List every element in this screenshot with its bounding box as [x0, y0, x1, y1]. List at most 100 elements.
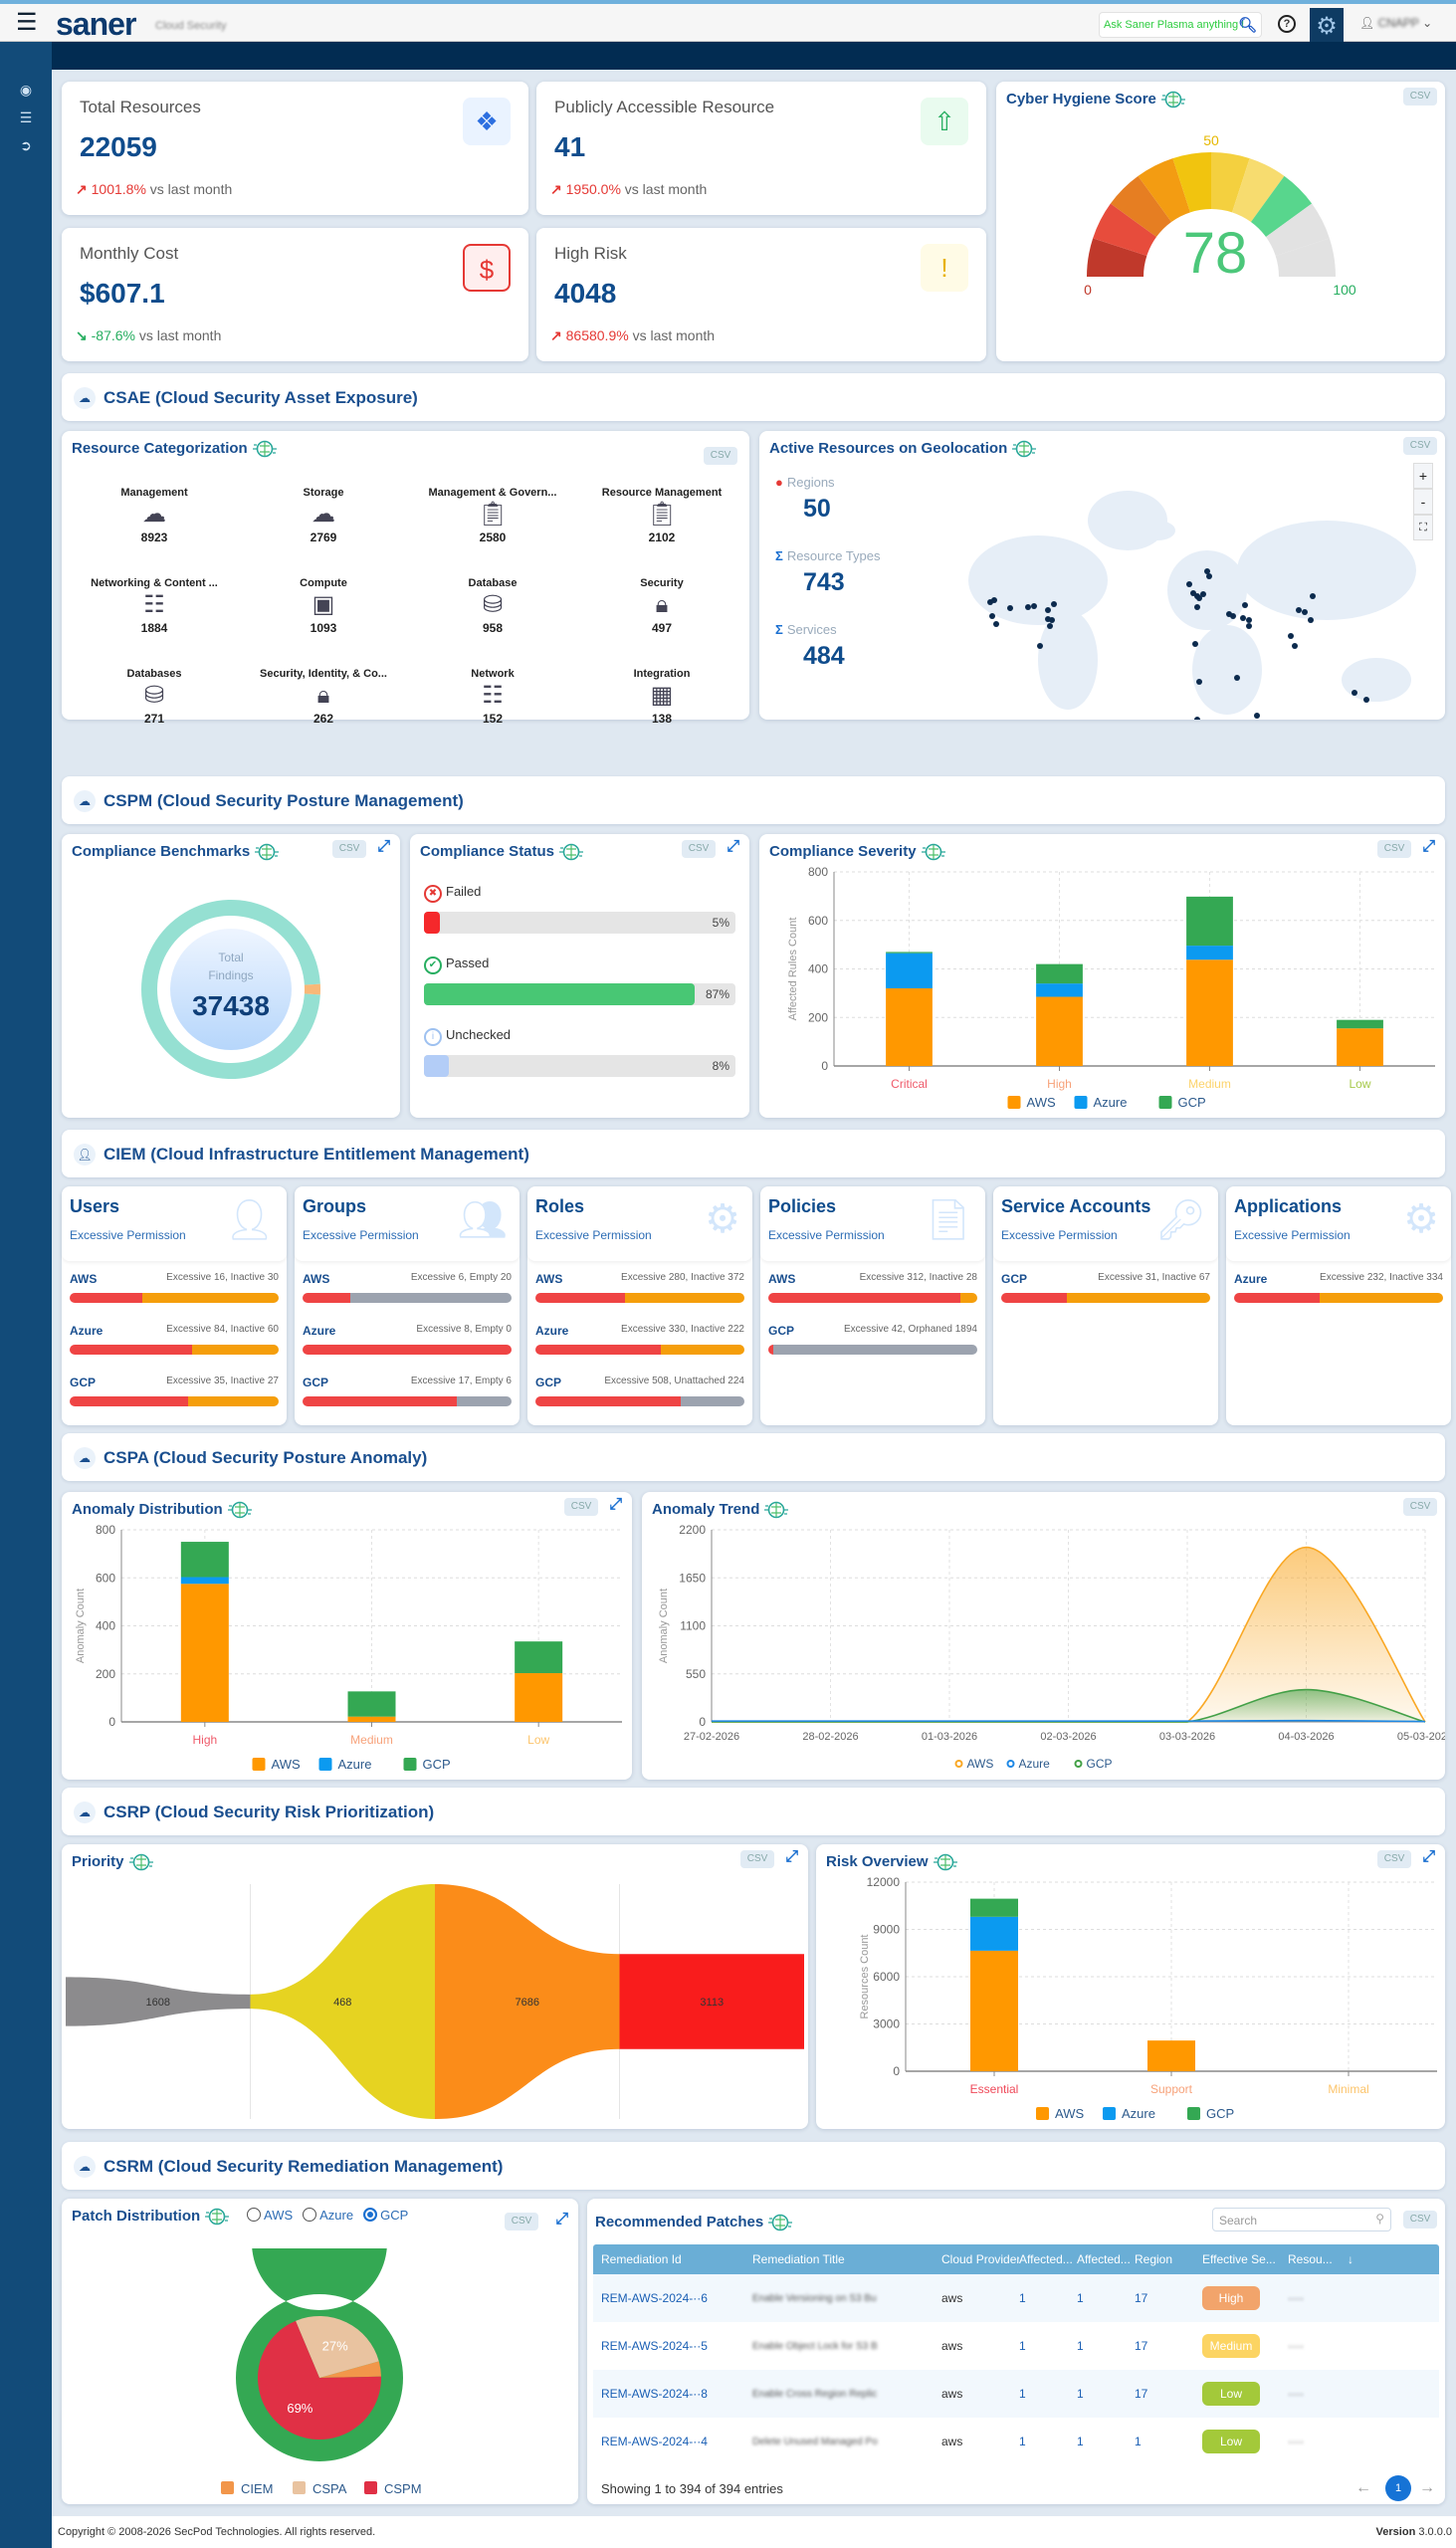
gear-icon[interactable]: ⚙: [1310, 8, 1344, 46]
csv-button[interactable]: CSV: [564, 1498, 598, 1516]
bar-gcp-low[interactable]: [1337, 1019, 1383, 1029]
csv-button[interactable]: CSV: [1377, 1850, 1411, 1868]
bar-aws-medium[interactable]: [1186, 959, 1233, 1066]
pie-slice-cspm[interactable]: [258, 2320, 381, 2440]
csv-button[interactable]: CSV: [740, 1850, 774, 1868]
bar-aws-medium[interactable]: [347, 1716, 396, 1722]
bar-azure-medium[interactable]: [1186, 946, 1233, 960]
funnel-segment[interactable]: [435, 1884, 620, 2119]
legend-marker[interactable]: [1074, 1760, 1083, 1768]
resource-category[interactable]: Database ⛁ 958: [408, 577, 577, 635]
csv-button[interactable]: CSV: [1403, 437, 1437, 455]
world-map[interactable]: [929, 471, 1416, 720]
region-dot[interactable]: [1234, 675, 1240, 681]
bar-aws-low[interactable]: [1337, 1028, 1383, 1066]
region-dot[interactable]: [989, 613, 995, 619]
legend-label[interactable]: AWS: [272, 1757, 301, 1772]
column-header[interactable]: Cloud Provider: [941, 2252, 1019, 2266]
column-header[interactable]: Remediation Id: [601, 2252, 682, 2266]
bar-gcp-critical[interactable]: [886, 952, 933, 954]
csv-button[interactable]: CSV: [1403, 88, 1437, 106]
expand-icon[interactable]: ⤢: [609, 1496, 622, 1513]
region-dot[interactable]: [1194, 717, 1200, 720]
column-header[interactable]: Resou...: [1288, 2252, 1333, 2266]
table-row[interactable]: REM-AWS-2024-··6 Enable Versioning on S3 …: [593, 2274, 1439, 2322]
search-input[interactable]: Search ⚲: [1212, 2208, 1391, 2231]
region-dot[interactable]: [1049, 617, 1055, 623]
region-dot[interactable]: [1047, 623, 1053, 629]
bar-azure-critical[interactable]: [886, 953, 933, 988]
region-dot[interactable]: [1240, 615, 1246, 621]
legend-label[interactable]: CSPM: [384, 2481, 422, 2496]
zoom-out-button[interactable]: -: [1413, 489, 1433, 515]
expand-icon[interactable]: ⤢: [555, 2211, 568, 2228]
region-dot[interactable]: [1204, 568, 1210, 574]
radio-gcp[interactable]: GCP: [363, 2208, 408, 2223]
legend-swatch[interactable]: [1074, 1096, 1088, 1109]
table-row[interactable]: REM-AWS-2024-··8 Enable Cross Region Repl…: [593, 2370, 1439, 2418]
region-dot[interactable]: [1302, 609, 1308, 615]
pie-slice-ciem[interactable]: [319, 2361, 381, 2378]
legend-swatch[interactable]: [293, 2481, 306, 2494]
region-dot[interactable]: [1025, 604, 1031, 610]
bar-aws-low[interactable]: [515, 1673, 563, 1722]
bar-gcp-essential[interactable]: [970, 1898, 1018, 1917]
legend-label[interactable]: AWS: [1055, 2106, 1084, 2121]
bar-azure-high[interactable]: [1036, 983, 1083, 997]
funnel-segment[interactable]: [66, 1977, 251, 2026]
region-dot[interactable]: [1363, 697, 1369, 703]
ciem-card[interactable]: Groups Excessive Permission 👥︎ AWS Excessive…: [295, 1186, 520, 1425]
table-row[interactable]: REM-AWS-2024-··5 Enable Object Lock for S…: [593, 2322, 1439, 2370]
column-header[interactable]: Region: [1135, 2252, 1173, 2266]
resource-category[interactable]: Resource Management 📋︎ 2102: [577, 487, 746, 544]
pie-slice-cspa[interactable]: [296, 2316, 379, 2378]
bar-azure-high[interactable]: [180, 1577, 229, 1585]
line-azure[interactable]: [712, 1719, 1426, 1723]
bar-gcp-high[interactable]: [1036, 963, 1083, 984]
page-button[interactable]: 1: [1385, 2475, 1411, 2501]
resource-category[interactable]: Compute ▣ 1093: [239, 577, 408, 635]
region-dot[interactable]: [1186, 581, 1192, 587]
legend-label[interactable]: AWS: [967, 1757, 994, 1771]
legend-label[interactable]: Azure: [1019, 1757, 1051, 1771]
region-dot[interactable]: [1246, 617, 1252, 623]
region-dot[interactable]: [993, 621, 999, 627]
legend-swatch[interactable]: [1103, 2107, 1116, 2120]
resource-category[interactable]: Databases ⛁ 271: [70, 668, 239, 726]
legend-swatch[interactable]: [221, 2481, 234, 2494]
prev-page-icon[interactable]: ←: [1355, 2479, 1371, 2496]
radio-aws[interactable]: AWS: [247, 2208, 293, 2223]
ciem-card[interactable]: Roles Excessive Permission ⚙ AWS Excessive 2…: [527, 1186, 752, 1425]
column-header[interactable]: Remediation Title: [752, 2252, 845, 2266]
column-header[interactable]: Affected...: [1077, 2252, 1131, 2266]
region-dot[interactable]: [1246, 623, 1252, 629]
legend-marker[interactable]: [1006, 1760, 1015, 1768]
bar-gcp-medium[interactable]: [347, 1691, 396, 1717]
region-dot[interactable]: [1200, 591, 1206, 597]
legend-label[interactable]: Azure: [338, 1757, 372, 1772]
resource-category[interactable]: Management & Govern... 📋︎ 2580: [408, 487, 577, 544]
region-dot[interactable]: [1308, 617, 1314, 623]
legend-label[interactable]: GCP: [423, 1757, 451, 1772]
csv-button[interactable]: CSV: [704, 447, 737, 465]
region-dot[interactable]: [1206, 573, 1212, 579]
csv-button[interactable]: CSV: [1403, 1498, 1437, 1516]
region-dot[interactable]: [1051, 601, 1057, 607]
resource-category[interactable]: Networking & Content ... ☷ 1884: [70, 577, 239, 635]
resource-category[interactable]: Security 🔒︎ 497: [577, 577, 746, 635]
menu-icon[interactable]: ☰: [16, 9, 38, 36]
region-dot[interactable]: [1230, 613, 1236, 619]
legend-label[interactable]: GCP: [1178, 1095, 1206, 1110]
resource-category[interactable]: Management ☁ 8923: [70, 487, 239, 544]
expand-icon[interactable]: ⤢: [727, 838, 739, 855]
benchmark-slice[interactable]: [304, 983, 320, 995]
remediation-id-link[interactable]: REM-AWS-2024-··5: [601, 2339, 708, 2353]
radio-azure[interactable]: Azure: [303, 2208, 353, 2223]
bar-azure-essential[interactable]: [970, 1916, 1018, 1951]
resource-category[interactable]: Storage ☁ 2769: [239, 487, 408, 544]
region-dot[interactable]: [1288, 633, 1294, 639]
bar-gcp-high[interactable]: [180, 1542, 229, 1578]
region-dot[interactable]: [1196, 595, 1202, 601]
arrow-down-icon[interactable]: ↓: [1348, 2252, 1353, 2266]
legend-label[interactable]: AWS: [1027, 1095, 1056, 1110]
